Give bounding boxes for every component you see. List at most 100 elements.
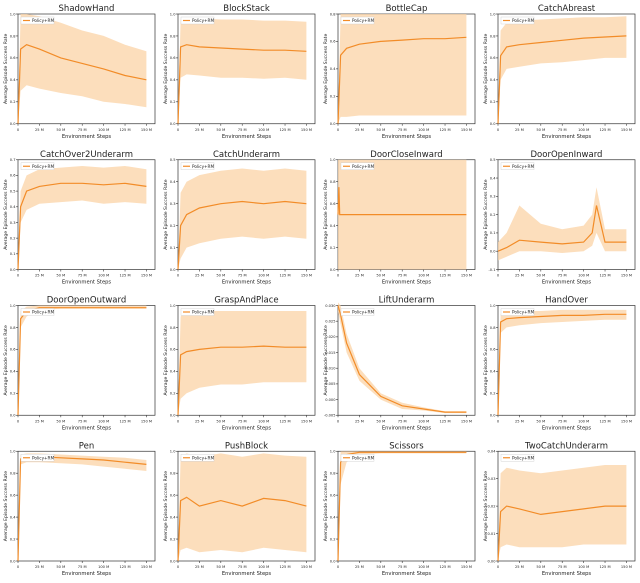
y-tick-label: 1.0 <box>10 12 16 16</box>
x-tick-label: 125 M <box>279 419 290 423</box>
legend-box <box>340 454 375 462</box>
x-tick-label: 50 M <box>56 565 65 569</box>
x-tick-label: 75 M <box>558 565 567 569</box>
x-tick-label: 100 M <box>578 274 589 278</box>
y-tick-label: 0.5 <box>10 189 16 193</box>
y-axis-label: Average Episode Success Rate <box>3 179 9 249</box>
x-tick-label: 125 M <box>119 419 130 423</box>
x-tick-label: 0 <box>177 565 180 569</box>
legend-box <box>500 454 535 462</box>
x-tick-label: 50 M <box>376 128 385 132</box>
y-axis-label: Average Episode Success Rate <box>323 471 329 541</box>
subplot-title: GraspAndPlace <box>214 296 278 306</box>
y-tick-label: 0.0 <box>490 250 496 254</box>
y-tick-label: 0.000 <box>325 398 336 402</box>
x-tick-label: 100 M <box>418 128 429 132</box>
x-tick-label: 25 M <box>195 274 204 278</box>
plot-frame <box>17 450 156 562</box>
confidence-band <box>18 166 147 270</box>
x-tick-label: 150 M <box>301 565 312 569</box>
y-tick-label: 0.6 <box>490 348 496 352</box>
legend-label: Policy+RM <box>512 18 534 23</box>
y-axis-label: Average Episode Success Rate <box>163 34 169 104</box>
x-tick-label: 25 M <box>195 128 204 132</box>
y-tick-label: 0.02 <box>487 504 495 508</box>
legend-label: Policy+RM <box>352 310 374 315</box>
y-tick-label: 1.0 <box>10 450 16 454</box>
x-axis-label: Environment Steps <box>222 280 272 286</box>
legend-box <box>180 162 215 170</box>
subplot-blockstack: BlockStack 0 25 M 50 M 75 M 100 M 125 M 150 M 0.… <box>163 4 316 140</box>
x-axis-label: Environment Steps <box>222 134 272 140</box>
y-tick-label: 0.3 <box>490 195 496 199</box>
y-tick-label: 0.2 <box>330 95 336 99</box>
plot-frame <box>17 305 156 416</box>
x-tick-label: 150 M <box>621 274 632 278</box>
mean-line <box>337 451 467 562</box>
x-tick-label: 25 M <box>35 565 44 569</box>
x-tick-label: 0 <box>177 128 180 132</box>
plot-frame <box>337 305 476 416</box>
x-tick-label: 125 M <box>119 128 130 132</box>
plot-frame <box>497 13 636 125</box>
y-tick-label: 0.6 <box>330 493 336 497</box>
legend-label: Policy+RM <box>352 164 374 169</box>
y-tick-label: 0.2 <box>170 537 176 541</box>
x-tick-label: 0 <box>17 128 20 132</box>
x-tick-label: 100 M <box>258 274 269 278</box>
subplot-catchover2underarm: CatchOver2Underarm 0 25 M 50 M 75 M 100 M 125 … <box>3 150 156 286</box>
legend-box <box>180 16 215 25</box>
x-tick-label: 150 M <box>461 419 472 423</box>
subplot-title: HandOver <box>545 296 588 306</box>
subplot-title: CatchUnderarm <box>213 150 280 160</box>
x-tick-label: 50 M <box>56 274 65 278</box>
legend-label: Policy+RM <box>32 164 54 169</box>
plot-frame <box>17 13 156 125</box>
legend-box <box>180 308 215 316</box>
subplot-title: Scissors <box>389 441 424 451</box>
x-tick-label: 100 M <box>98 565 109 569</box>
y-tick-label: 0.4 <box>170 515 176 519</box>
y-tick-label: 0.2 <box>490 392 496 396</box>
x-tick-label: 25 M <box>515 419 524 423</box>
y-tick-label: 0.5 <box>170 158 176 162</box>
x-tick-label: 75 M <box>398 419 407 423</box>
legend-label: Policy+RM <box>192 164 214 169</box>
legend-label: Policy+RM <box>192 310 214 315</box>
confidence-band <box>338 451 467 561</box>
x-tick-label: 50 M <box>216 128 225 132</box>
x-axis-label: Environment Steps <box>222 571 272 577</box>
y-tick-label: 0.010 <box>325 367 336 371</box>
subplot-title: CatchOver2Underarm <box>40 150 133 160</box>
x-tick-label: 25 M <box>195 419 204 423</box>
x-tick-label: 75 M <box>238 565 247 569</box>
x-tick-label: 50 M <box>376 565 385 569</box>
y-tick-label: 0.4 <box>490 176 496 180</box>
y-tick-label: 0.8 <box>170 34 176 38</box>
x-tick-label: 25 M <box>355 128 364 132</box>
x-tick-label: 50 M <box>56 419 65 423</box>
x-tick-label: 25 M <box>515 274 524 278</box>
y-tick-label: 0.0 <box>10 122 16 126</box>
y-tick-label: 0.8 <box>10 326 16 330</box>
subplot-catchabreast: CatchAbreast 0 25 M 50 M 75 M 100 M 125 M 150 M… <box>483 4 636 140</box>
subplot-liftunderarm: LiftUnderarm 0 25 M 50 M 75 M 100 M 125 M 150 M… <box>323 296 476 431</box>
confidence-band <box>178 453 307 561</box>
y-axis-label: Average Episode Success Rate <box>483 179 489 249</box>
confidence-band <box>18 453 147 561</box>
y-axis-label: Average Episode Success Rate <box>483 34 489 104</box>
x-tick-label: 125 M <box>599 565 610 569</box>
x-axis-label: Environment Steps <box>542 280 592 286</box>
y-tick-label: 0.6 <box>10 493 16 497</box>
subplot-dooropenoutward: DoorOpenOutward 0 25 M 50 M 75 M 100 M 125 M 15… <box>3 296 156 431</box>
legend-box <box>20 454 55 462</box>
x-tick-label: 100 M <box>258 419 269 423</box>
y-tick-label: 0.2 <box>170 224 176 228</box>
subplot-twocatchunderarm: TwoCatchUnderarm 0 25 M 50 M 75 M 100 M 125 M 1… <box>483 441 636 577</box>
x-tick-label: 0 <box>497 128 500 132</box>
y-tick-label: 0.4 <box>170 370 176 374</box>
y-tick-label: 0.4 <box>330 224 336 228</box>
x-tick-label: 125 M <box>119 274 130 278</box>
y-tick-label: 0.1 <box>170 246 176 250</box>
